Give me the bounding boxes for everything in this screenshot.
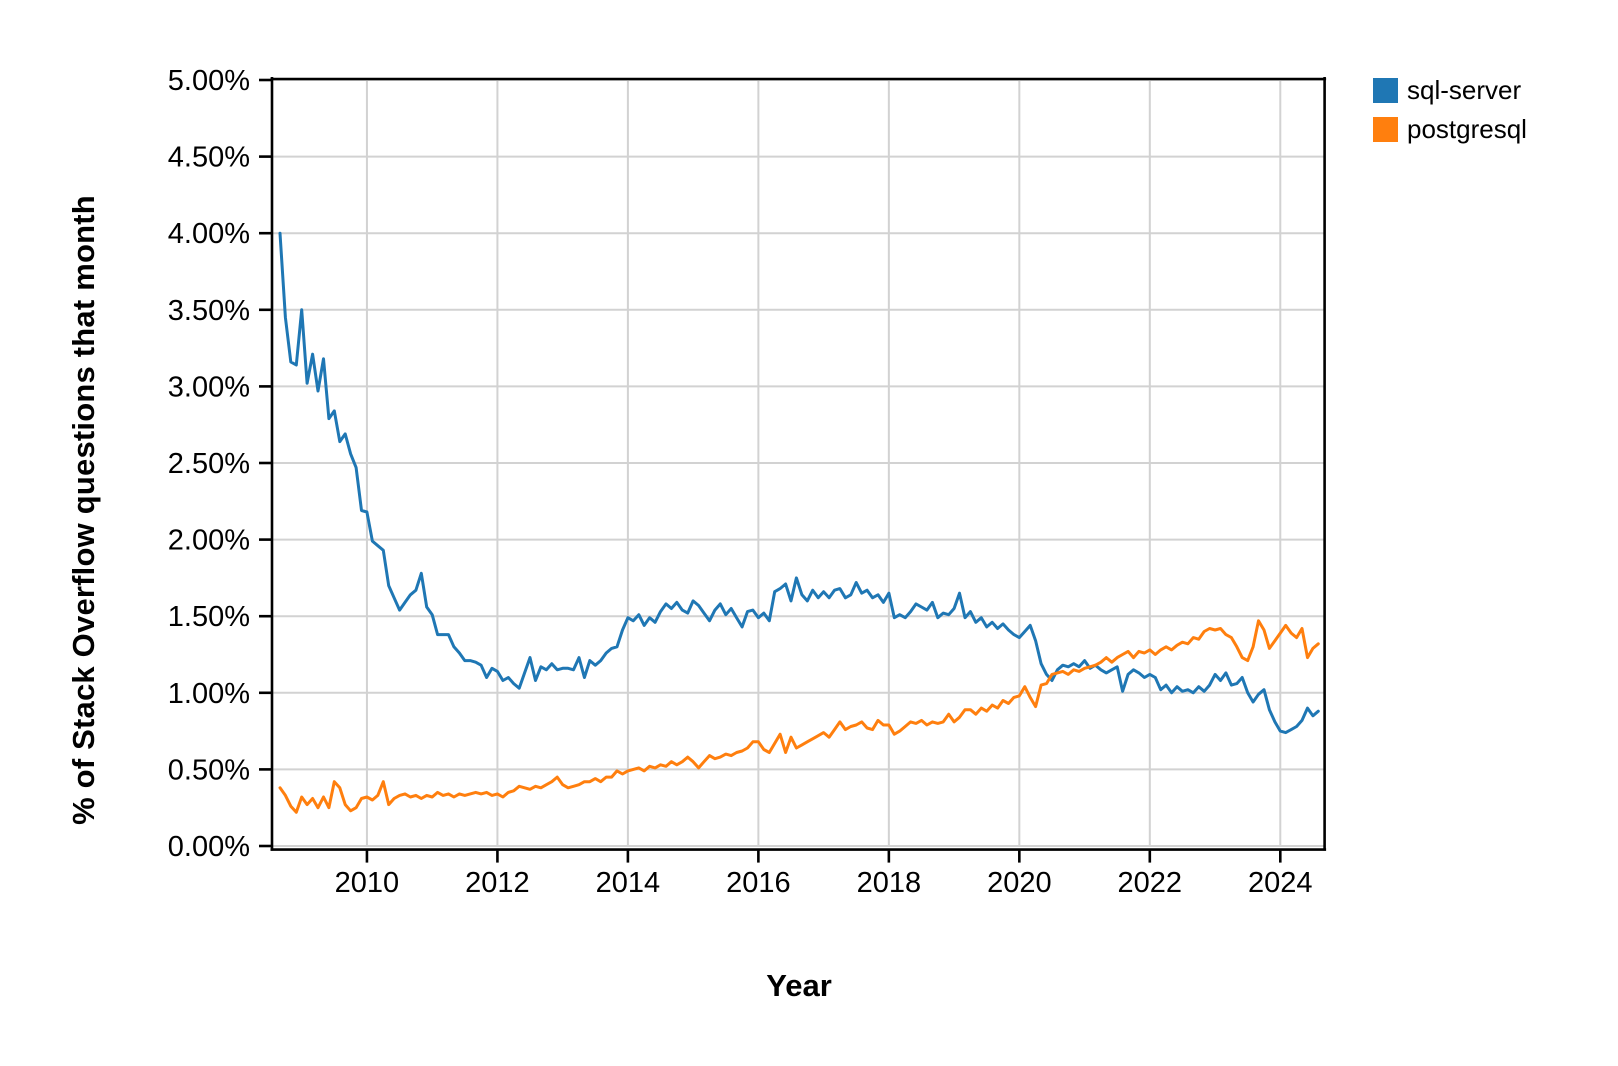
y-tick-label: 4.00% <box>168 218 250 250</box>
legend-item-postgresql: postgresql <box>1373 114 1527 144</box>
y-tick-label: 3.00% <box>168 371 250 403</box>
legend-swatch-postgresql-icon <box>1373 117 1398 142</box>
y-tick-label: 1.50% <box>168 601 250 633</box>
y-axis-title: % of Stack Overflow questions that month <box>66 195 101 825</box>
y-tick-label: 2.50% <box>168 448 250 480</box>
x-tick-label: 2016 <box>726 867 791 899</box>
series-line-sql-server <box>278 231 1320 735</box>
legend-item-sql-server: sql-server <box>1373 75 1527 105</box>
legend-label-sql-server: sql-server <box>1407 75 1522 105</box>
x-tick-label: 2010 <box>335 867 400 899</box>
legend: sql-server postgresql <box>1373 75 1527 144</box>
x-axis-title: Year <box>766 968 832 1003</box>
x-tick-label: 2024 <box>1248 867 1313 899</box>
x-tick-label: 2022 <box>1118 867 1183 899</box>
x-tick-label: 2012 <box>465 867 530 899</box>
y-tick-label: 2.00% <box>168 525 250 557</box>
y-tick-label: 3.50% <box>168 295 250 327</box>
series-line-postgresql <box>278 619 1320 814</box>
x-tick-label: 2014 <box>596 867 661 899</box>
y-tick-label: 4.50% <box>168 142 250 174</box>
y-tick-label: 1.00% <box>168 678 250 710</box>
legend-label-postgresql: postgresql <box>1407 114 1527 144</box>
y-tick-label: 0.00% <box>168 831 250 863</box>
x-tick-label: 2018 <box>857 867 922 899</box>
y-tick-label: 5.00% <box>168 65 250 97</box>
legend-swatch-sql-server-icon <box>1373 78 1398 103</box>
y-tick-label: 0.50% <box>168 754 250 786</box>
x-tick-label: 2020 <box>987 867 1052 899</box>
